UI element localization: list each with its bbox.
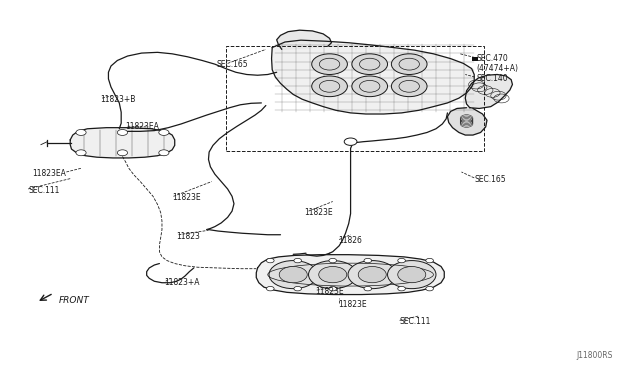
Circle shape [329, 259, 337, 263]
Bar [472, 57, 478, 61]
Circle shape [352, 54, 388, 74]
Text: SEC.470: SEC.470 [476, 54, 508, 63]
Text: J11800RS: J11800RS [577, 350, 613, 359]
Text: SEC.111: SEC.111 [28, 186, 60, 195]
Circle shape [329, 286, 337, 291]
Circle shape [364, 286, 372, 291]
Circle shape [266, 259, 274, 263]
Circle shape [269, 260, 317, 289]
Circle shape [308, 260, 357, 289]
Polygon shape [271, 40, 474, 114]
Text: 11823EA: 11823EA [32, 169, 66, 177]
Circle shape [117, 150, 127, 156]
Circle shape [344, 138, 357, 145]
Circle shape [266, 286, 274, 291]
Polygon shape [256, 255, 444, 295]
Circle shape [397, 286, 405, 291]
Circle shape [426, 286, 433, 291]
Circle shape [76, 129, 86, 135]
Text: SEC.111: SEC.111 [399, 317, 431, 326]
Circle shape [352, 76, 388, 97]
Circle shape [159, 150, 169, 156]
Text: FRONT: FRONT [59, 296, 90, 305]
Circle shape [392, 76, 427, 97]
Text: 11823E: 11823E [338, 300, 367, 310]
Text: 11823EA: 11823EA [125, 122, 159, 131]
Text: 11823: 11823 [177, 232, 200, 241]
Circle shape [279, 266, 307, 283]
Text: SEC.165: SEC.165 [474, 175, 506, 184]
Circle shape [388, 260, 436, 289]
Text: 11823E: 11823E [304, 208, 333, 217]
Polygon shape [276, 30, 332, 49]
Circle shape [397, 259, 405, 263]
Circle shape [312, 76, 348, 97]
Text: SEC.165: SEC.165 [217, 60, 248, 70]
Circle shape [294, 286, 301, 291]
Circle shape [426, 259, 433, 263]
Text: 11823E: 11823E [315, 287, 344, 296]
Text: 11823+B: 11823+B [100, 95, 136, 104]
Circle shape [159, 129, 169, 135]
Text: SEC.140: SEC.140 [476, 74, 508, 83]
Circle shape [364, 259, 372, 263]
Text: 11826: 11826 [338, 236, 362, 245]
Circle shape [117, 129, 127, 135]
Bar [226, 46, 484, 151]
Circle shape [397, 266, 426, 283]
Circle shape [358, 266, 387, 283]
Text: 11823E: 11823E [172, 193, 201, 202]
Circle shape [312, 54, 348, 74]
Circle shape [392, 54, 427, 74]
Polygon shape [70, 128, 175, 158]
Circle shape [348, 260, 396, 289]
Circle shape [319, 266, 347, 283]
Text: 11823+A: 11823+A [164, 278, 200, 287]
Circle shape [294, 259, 301, 263]
Polygon shape [465, 74, 513, 109]
Circle shape [76, 150, 86, 156]
Polygon shape [447, 108, 487, 135]
Text: (47474+A): (47474+A) [476, 64, 518, 73]
